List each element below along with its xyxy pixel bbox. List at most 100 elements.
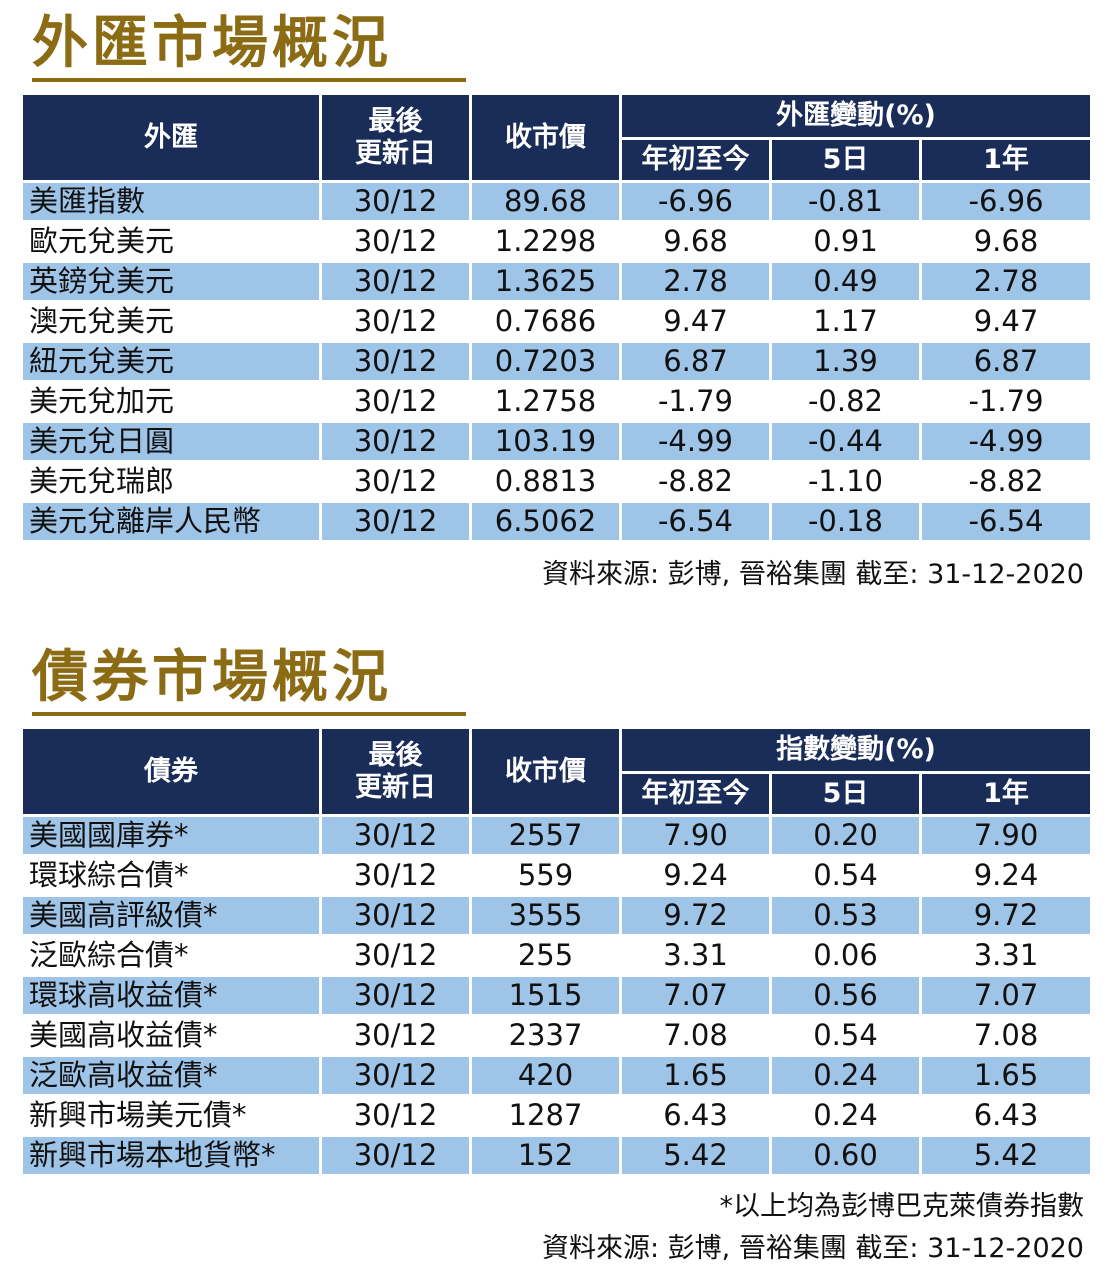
fx-section-title: 外匯市場概況 <box>32 11 392 76</box>
row-name: 美元兌離岸人民幣 <box>23 503 319 540</box>
row-5d: 0.60 <box>772 1137 919 1174</box>
row-price: 0.7203 <box>472 343 619 380</box>
bond-header-5d: 5日 <box>772 774 919 814</box>
row-price: 1287 <box>472 1097 619 1134</box>
row-5d: 0.56 <box>772 977 919 1014</box>
bond-header-date: 最後 更新日 <box>322 729 469 814</box>
row-5d: 0.91 <box>772 223 919 260</box>
row-1y: 2.78 <box>922 263 1091 300</box>
fx-table: 外匯 最後 更新日 收市價 外匯變動(%) 年初至今 5日 1年 美匯指數 30/… <box>20 92 1093 543</box>
bond-header-ytd: 年初至今 <box>622 774 769 814</box>
table-row: 美元兌日圓 30/12 103.19 -4.99 -0.44 -4.99 <box>23 423 1091 460</box>
row-ytd: -6.54 <box>622 503 769 540</box>
row-date: 30/12 <box>322 183 469 220</box>
row-name: 新興市場本地貨幣* <box>23 1137 319 1174</box>
row-price: 1.2758 <box>472 383 619 420</box>
row-price: 0.7686 <box>472 303 619 340</box>
row-date: 30/12 <box>322 1057 469 1094</box>
row-ytd: 2.78 <box>622 263 769 300</box>
fx-header-1y: 1年 <box>922 140 1091 180</box>
bond-header-date-line2: 更新日 <box>355 771 436 803</box>
row-5d: 0.06 <box>772 937 919 974</box>
table-row: 歐元兌美元 30/12 1.2298 9.68 0.91 9.68 <box>23 223 1091 260</box>
fx-header-ytd: 年初至今 <box>622 140 769 180</box>
row-1y: -6.54 <box>922 503 1091 540</box>
row-name: 英鎊兌美元 <box>23 263 319 300</box>
row-5d: 0.49 <box>772 263 919 300</box>
row-name: 美匯指數 <box>23 183 319 220</box>
row-date: 30/12 <box>322 1017 469 1054</box>
row-price: 255 <box>472 937 619 974</box>
row-1y: -8.82 <box>922 463 1091 500</box>
row-5d: -0.82 <box>772 383 919 420</box>
row-name: 泛歐綜合債* <box>23 937 319 974</box>
row-price: 420 <box>472 1057 619 1094</box>
row-ytd: 3.31 <box>622 937 769 974</box>
row-name: 美元兌瑞郎 <box>23 463 319 500</box>
row-1y: 5.42 <box>922 1137 1091 1174</box>
fx-header-name: 外匯 <box>23 95 319 180</box>
row-price: 103.19 <box>472 423 619 460</box>
row-ytd: -6.96 <box>622 183 769 220</box>
row-name: 紐元兌美元 <box>23 343 319 380</box>
row-date: 30/12 <box>322 897 469 934</box>
row-5d: 0.24 <box>772 1057 919 1094</box>
row-price: 1515 <box>472 977 619 1014</box>
table-row: 環球綜合債* 30/12 559 9.24 0.54 9.24 <box>23 857 1091 894</box>
row-date: 30/12 <box>322 463 469 500</box>
row-ytd: 6.87 <box>622 343 769 380</box>
row-1y: 9.72 <box>922 897 1091 934</box>
bond-title-underline <box>32 712 466 716</box>
table-row: 新興市場美元債* 30/12 1287 6.43 0.24 6.43 <box>23 1097 1091 1134</box>
row-1y: 6.43 <box>922 1097 1091 1134</box>
row-5d: 0.20 <box>772 817 919 854</box>
table-row: 澳元兌美元 30/12 0.7686 9.47 1.17 9.47 <box>23 303 1091 340</box>
row-ytd: 7.07 <box>622 977 769 1014</box>
row-price: 152 <box>472 1137 619 1174</box>
row-price: 1.3625 <box>472 263 619 300</box>
table-row: 英鎊兌美元 30/12 1.3625 2.78 0.49 2.78 <box>23 263 1091 300</box>
row-name: 美元兌日圓 <box>23 423 319 460</box>
row-price: 1.2298 <box>472 223 619 260</box>
row-5d: 0.53 <box>772 897 919 934</box>
row-1y: 9.68 <box>922 223 1091 260</box>
bond-header-change-group: 指數變動(%) <box>622 729 1091 771</box>
row-date: 30/12 <box>322 937 469 974</box>
row-price: 89.68 <box>472 183 619 220</box>
row-1y: -6.96 <box>922 183 1091 220</box>
row-ytd: 1.65 <box>622 1057 769 1094</box>
row-5d: -0.81 <box>772 183 919 220</box>
row-1y: 6.87 <box>922 343 1091 380</box>
row-ytd: -1.79 <box>622 383 769 420</box>
row-date: 30/12 <box>322 1097 469 1134</box>
row-name: 美元兌加元 <box>23 383 319 420</box>
row-date: 30/12 <box>322 1137 469 1174</box>
row-1y: 9.24 <box>922 857 1091 894</box>
row-1y: 3.31 <box>922 937 1091 974</box>
table-row: 美國國庫券* 30/12 2557 7.90 0.20 7.90 <box>23 817 1091 854</box>
table-row: 新興市場本地貨幣* 30/12 152 5.42 0.60 5.42 <box>23 1137 1091 1174</box>
fx-header-date-line2: 更新日 <box>355 137 436 169</box>
row-date: 30/12 <box>322 423 469 460</box>
row-date: 30/12 <box>322 303 469 340</box>
bond-table-body: 美國國庫券* 30/12 2557 7.90 0.20 7.90 環球綜合債* 30/12 55… <box>23 817 1091 1174</box>
table-row: 美國高評級債* 30/12 3555 9.72 0.53 9.72 <box>23 897 1091 934</box>
table-row: 美元兌加元 30/12 1.2758 -1.79 -0.82 -1.79 <box>23 383 1091 420</box>
bond-table: 債券 最後 更新日 收市價 指數變動(%) 年初至今 5日 1年 美國國庫券* 3… <box>20 726 1093 1177</box>
row-5d: -1.10 <box>772 463 919 500</box>
row-5d: 1.39 <box>772 343 919 380</box>
table-row: 紐元兌美元 30/12 0.7203 6.87 1.39 6.87 <box>23 343 1091 380</box>
row-1y: 7.90 <box>922 817 1091 854</box>
fx-title-underline <box>32 78 466 82</box>
fx-header-change-group: 外匯變動(%) <box>622 95 1091 137</box>
bond-header-name: 債券 <box>23 729 319 814</box>
row-price: 2557 <box>472 817 619 854</box>
table-row: 美元兌離岸人民幣 30/12 6.5062 -6.54 -0.18 -6.54 <box>23 503 1091 540</box>
row-date: 30/12 <box>322 977 469 1014</box>
row-date: 30/12 <box>322 857 469 894</box>
row-price: 6.5062 <box>472 503 619 540</box>
row-price: 0.8813 <box>472 463 619 500</box>
row-name: 環球高收益債* <box>23 977 319 1014</box>
row-name: 美國高收益債* <box>23 1017 319 1054</box>
row-date: 30/12 <box>322 503 469 540</box>
